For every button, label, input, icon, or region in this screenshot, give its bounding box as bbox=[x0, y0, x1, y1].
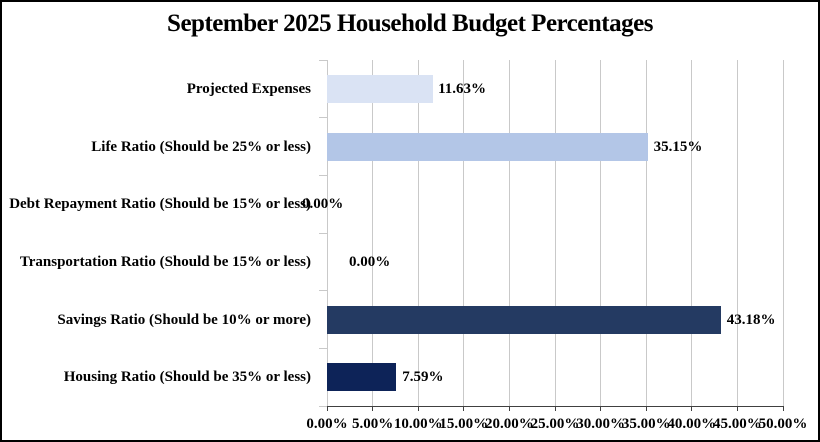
gridline bbox=[508, 60, 510, 406]
x-axis-tick-mark bbox=[417, 406, 419, 411]
x-axis-tick-label: 0.00% bbox=[306, 416, 348, 432]
category-label: Projected Expenses bbox=[186, 80, 311, 97]
chart-title: September 2025 Household Budget Percenta… bbox=[167, 10, 653, 37]
gridline bbox=[554, 60, 556, 406]
category-axis-tick-mark bbox=[319, 59, 327, 61]
category-label: Transportation Ratio (Should be 15% or l… bbox=[19, 253, 311, 270]
category-axis-tick-mark bbox=[319, 290, 327, 292]
bar-value-label: 0.00% bbox=[302, 196, 344, 213]
bar-value-label: 0.00% bbox=[349, 253, 391, 270]
x-axis-tick-label: 25.00% bbox=[530, 416, 580, 432]
x-axis-tick-mark bbox=[782, 406, 784, 411]
gridline bbox=[600, 60, 602, 406]
bar bbox=[327, 74, 434, 103]
x-axis-tick-label: 40.00% bbox=[667, 416, 717, 432]
x-axis-tick-label: 20.00% bbox=[485, 416, 534, 432]
x-axis-tick-mark bbox=[372, 406, 374, 411]
gridline bbox=[417, 60, 419, 406]
gridline bbox=[326, 60, 328, 406]
x-axis-tick-mark bbox=[508, 406, 510, 411]
gridline bbox=[372, 60, 374, 406]
x-axis-tick-mark bbox=[554, 406, 556, 411]
x-axis-tick-label: 15.00% bbox=[439, 416, 489, 432]
x-axis-line bbox=[319, 406, 783, 407]
x-axis-tick-label: 50.00% bbox=[758, 416, 808, 432]
gridline bbox=[463, 60, 465, 406]
plot-area bbox=[326, 60, 784, 406]
bar-value-label: 35.15% bbox=[653, 138, 703, 155]
category-label: Savings Ratio (Should be 10% or more) bbox=[57, 311, 311, 328]
category-label: Housing Ratio (Should be 35% or less) bbox=[63, 369, 311, 386]
category-axis-tick-mark bbox=[319, 174, 327, 176]
category-axis-tick-mark bbox=[319, 117, 327, 119]
bar bbox=[327, 363, 397, 392]
category-label: Life Ratio (Should be 25% or less) bbox=[91, 138, 311, 155]
x-axis-tick-label: 10.00% bbox=[393, 416, 443, 432]
x-axis-tick-label: 45.00% bbox=[713, 416, 762, 432]
x-axis-tick-mark bbox=[736, 406, 738, 411]
x-axis-tick-mark bbox=[326, 406, 328, 411]
x-axis-tick-label: 5.00% bbox=[351, 416, 394, 432]
bar-value-label: 7.59% bbox=[402, 369, 444, 386]
x-axis-tick-mark bbox=[600, 406, 602, 411]
gridline bbox=[782, 60, 784, 406]
gridline bbox=[645, 60, 647, 406]
x-axis-tick-label: 30.00% bbox=[576, 416, 625, 432]
bar-value-label: 11.63% bbox=[438, 80, 486, 97]
x-axis-tick-mark bbox=[691, 406, 693, 411]
gridline bbox=[691, 60, 693, 406]
bar bbox=[327, 132, 648, 161]
category-axis-tick-mark bbox=[319, 405, 327, 407]
x-axis-tick-mark bbox=[463, 406, 465, 411]
gridline bbox=[736, 60, 738, 406]
x-axis-tick-label: 35.00% bbox=[621, 416, 671, 432]
category-axis-tick-mark bbox=[319, 232, 327, 234]
category-axis-tick-mark bbox=[319, 347, 327, 349]
bar-value-label: 43.18% bbox=[726, 311, 776, 328]
category-label: Debt Repayment Ratio (Should be 15% or l… bbox=[9, 196, 311, 213]
bar bbox=[327, 305, 721, 334]
x-axis-tick-mark bbox=[645, 406, 647, 411]
